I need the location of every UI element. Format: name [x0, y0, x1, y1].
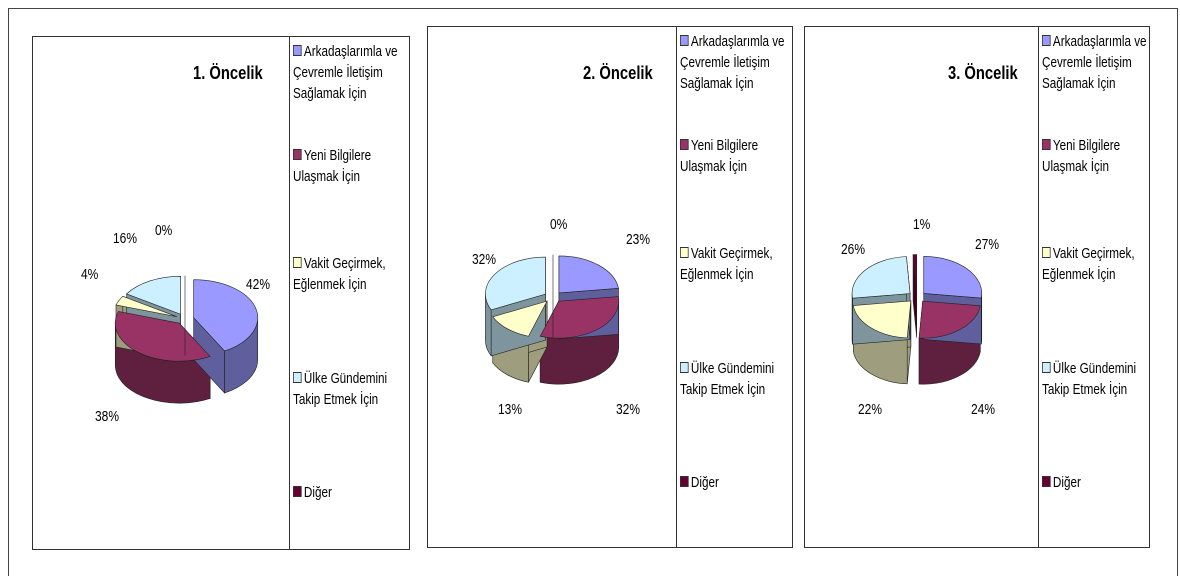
legend-item: Diğer: [680, 472, 791, 493]
legend-swatch: [1042, 362, 1051, 373]
data-label: 4%: [81, 266, 98, 283]
legend-label: Diğer: [1052, 474, 1081, 491]
legend-swatch: [293, 45, 302, 56]
pie-slice: [193, 279, 258, 352]
pie-slice: [114, 311, 211, 362]
data-label: 24%: [971, 401, 995, 418]
legend-label: Yeni Bilgilere Ulaşmak İçin: [293, 147, 372, 185]
data-label: 32%: [472, 251, 496, 268]
data-label: 0%: [550, 216, 567, 233]
legend-label: Diğer: [690, 474, 719, 491]
legend-swatch: [293, 372, 302, 383]
data-label: 13%: [498, 401, 522, 418]
chart-title: 3. Öncelik: [948, 63, 1018, 83]
data-label: 32%: [616, 401, 640, 418]
pie-chart-2: 23% 32% 13% 32% 0%: [472, 216, 650, 418]
legend-label: Yeni Bilgilere Ulaşmak İçin: [680, 137, 759, 175]
pie-slice: [851, 256, 911, 299]
chart-title: 1. Öncelik: [193, 63, 263, 83]
legend-swatch: [1042, 476, 1051, 487]
legend-swatch: [1042, 35, 1051, 46]
legend-item: Arkadaşlarımla ve Çevremle İletişim Sağl…: [680, 31, 791, 94]
pie-slice: [115, 295, 177, 317]
legend-swatch: [1042, 247, 1051, 258]
legend-label: Ülke Gündemini Takip Etmek İçin: [680, 360, 775, 398]
legend-swatch: [1042, 139, 1051, 150]
data-label: 23%: [626, 231, 650, 248]
legend-swatch: [293, 257, 302, 268]
pie-slice: [492, 300, 548, 337]
legend-item: Ülke Gündemini Takip Etmek İçin: [293, 368, 408, 410]
chart-panel-2: 23% 32% 13% 32% 0% 2. Öncelik Arkadaşlarımla…: [427, 26, 793, 548]
legend-swatch: [680, 247, 689, 258]
legend-label: Vakit Geçirmek, Eğlenmek İçin: [680, 245, 773, 283]
legend-item: Yeni Bilgilere Ulaşmak İçin: [293, 145, 408, 187]
legend-swatch: [680, 35, 689, 46]
legend-swatch: [680, 139, 689, 150]
legend-item: Vakit Geçirmek, Eğlenmek İçin: [1042, 243, 1148, 285]
chart-title: 2. Öncelik: [583, 63, 653, 83]
legend-swatch: [293, 486, 302, 497]
pie-slice: [918, 300, 981, 339]
pie-chart-1: 42% 38% 4% 16% 0%: [81, 222, 270, 425]
legend-label: Arkadaşlarımla ve Çevremle İletişim Sağl…: [293, 43, 398, 102]
legend-label: Arkadaşlarımla ve Çevremle İletişim Sağl…: [1042, 33, 1147, 92]
chart-panel-1: 42% 38% 4% 16% 0% 1. Öncelik Arkadaşlarımla …: [32, 36, 410, 550]
pie-slice: [539, 296, 620, 339]
data-label: 0%: [155, 222, 172, 239]
data-label: 22%: [858, 401, 882, 418]
pie-slice: [852, 300, 912, 339]
legend-swatch: [680, 476, 689, 487]
legend-item: Diğer: [1042, 472, 1148, 493]
pie-slice: [485, 256, 546, 311]
data-label: 16%: [113, 230, 137, 247]
pie-slice: [126, 275, 181, 315]
legend-item: Ülke Gündemini Takip Etmek İçin: [680, 358, 791, 400]
pie-chart-3: 27% 24% 22% 26% 1%: [841, 216, 999, 418]
legend-swatch: [293, 149, 302, 160]
pie-slice: [558, 255, 619, 294]
legend: Arkadaşlarımla ve Çevremle İletişim Sağl…: [1038, 27, 1151, 547]
data-label: 26%: [841, 241, 865, 258]
pie-slice: [912, 254, 918, 292]
legend-item: Yeni Bilgilere Ulaşmak İçin: [680, 135, 791, 177]
legend-label: Vakit Geçirmek, Eğlenmek İçin: [1042, 245, 1135, 283]
data-label: 1%: [913, 216, 930, 233]
legend-item: Arkadaşlarımla ve Çevremle İletişim Sağl…: [1042, 31, 1148, 94]
data-label: 38%: [95, 408, 119, 425]
legend-label: Diğer: [303, 484, 332, 501]
chart-panel-3: 27% 24% 22% 26% 1% 3. Öncelik Arkadaşlarımla…: [804, 26, 1150, 548]
data-label: 27%: [975, 236, 999, 253]
legend: Arkadaşlarımla ve Çevremle İletişim Sağl…: [289, 37, 411, 549]
legend-label: Ülke Gündemini Takip Etmek İçin: [293, 370, 388, 408]
figure-frame: [8, 8, 1178, 576]
legend-label: Vakit Geçirmek, Eğlenmek İçin: [293, 255, 386, 293]
legend-item: Vakit Geçirmek, Eğlenmek İçin: [293, 253, 408, 295]
legend-item: Diğer: [293, 482, 408, 503]
legend-item: Ülke Gündemini Takip Etmek İçin: [1042, 358, 1148, 400]
legend-label: Yeni Bilgilere Ulaşmak İçin: [1042, 137, 1121, 175]
legend-item: Arkadaşlarımla ve Çevremle İletişim Sağl…: [293, 41, 408, 104]
legend-item: Yeni Bilgilere Ulaşmak İçin: [1042, 135, 1148, 177]
data-label: 42%: [246, 276, 270, 293]
pie-slice: [923, 256, 983, 299]
legend-item: Vakit Geçirmek, Eğlenmek İçin: [680, 243, 791, 285]
legend: Arkadaşlarımla ve Çevremle İletişim Sağl…: [676, 27, 794, 547]
legend-swatch: [680, 362, 689, 373]
legend-label: Arkadaşlarımla ve Çevremle İletişim Sağl…: [680, 33, 785, 92]
legend-label: Ülke Gündemini Takip Etmek İçin: [1042, 360, 1137, 398]
